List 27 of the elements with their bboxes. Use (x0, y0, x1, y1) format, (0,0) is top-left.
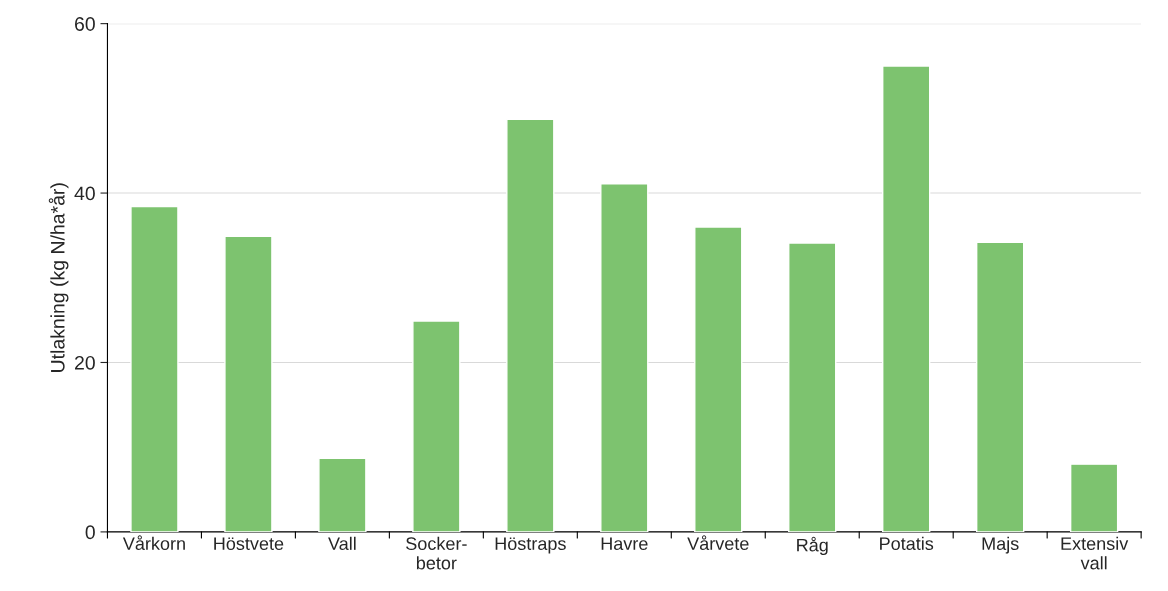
bar (224, 235, 273, 532)
bar (975, 241, 1025, 532)
x-tick-label: Havre (601, 537, 648, 551)
x-tick-label: Majs (982, 536, 1019, 554)
x-tick-label: Höstvete (214, 537, 284, 551)
bar (318, 457, 367, 532)
y-tick-label: 60 (75, 17, 95, 31)
bar (130, 205, 179, 532)
y-tick-label: 40 (74, 186, 95, 201)
y-axis-title: Utlakning (kg N/ha*år) (48, 183, 69, 372)
x-tick-label: Höstraps (495, 537, 566, 554)
bar (412, 320, 461, 532)
y-tick-label: 20 (75, 355, 95, 370)
bar (694, 226, 743, 532)
x-tick-label: Vårvete (687, 535, 749, 551)
x-tick-label: Vall (328, 536, 356, 551)
x-tick-label: Extensiv vall (1061, 536, 1129, 570)
bar (506, 118, 555, 532)
bar (788, 242, 837, 532)
y-tick-label: 0 (85, 525, 95, 540)
bar (1069, 463, 1119, 532)
x-tick-label: Råg (797, 536, 828, 556)
x-tick-label: Vårkorn (122, 535, 185, 551)
bar (882, 65, 931, 532)
x-tick-label: Socker- betor (406, 536, 467, 570)
bar (600, 183, 649, 532)
x-tick-label: Potatis (880, 536, 934, 551)
